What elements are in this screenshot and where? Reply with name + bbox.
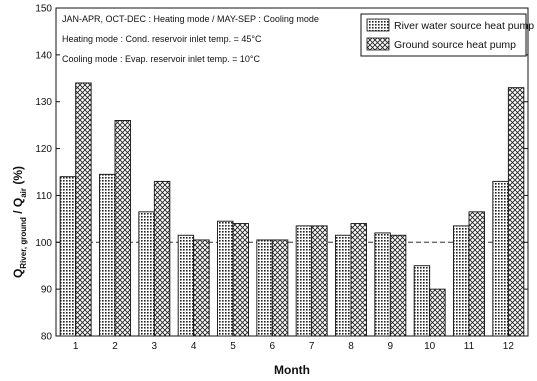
bar-river-water [217,220,234,337]
bar-river-water [99,173,116,337]
x-tick-label: 8 [348,341,354,352]
legend-label-ground: Ground source heat pump [394,39,516,51]
bar-ground-source [232,223,249,337]
x-tick-label: 10 [424,341,436,352]
y-tick-label: 130 [35,97,52,108]
x-axis-title: Month [274,363,310,377]
bar-ground-source [350,223,367,337]
annotation-block: JAN-APR, OCT-DEC : Heating mode / MAY-SE… [62,14,319,64]
bar-ground-source [193,239,210,337]
bar-ground-source [429,288,446,337]
bar-river-water [59,176,77,337]
x-tick-label: 6 [270,341,276,352]
bar-ground-source [311,225,328,337]
y-axis-title: QRiver, ground / Qair (%) [11,166,28,278]
y-tick-label: 110 [36,191,52,202]
plot-frame [55,7,529,337]
x-tick-label: 5 [230,341,236,352]
legend-swatch-river [366,18,390,32]
bar-river-water [295,225,313,337]
x-tick-label: 4 [191,341,197,352]
x-tick-label: 12 [503,341,515,352]
y-title-q2: Q [11,198,25,207]
annotation-cooling-mode: Cooling mode : Evap. reservoir inlet tem… [62,54,260,64]
x-tick-label: 2 [112,341,118,352]
y-title-q1: Q [11,269,25,278]
bar-ground-source [114,120,131,337]
bar-river-water [335,234,352,337]
y-tick-label: 90 [41,285,53,296]
y-tick-label: 140 [35,50,52,61]
y-tick-label: 100 [35,238,52,249]
bars-group [59,82,525,337]
legend-swatch-ground [366,37,390,51]
y-tick-label: 150 [35,4,52,15]
bar-ground-source [271,239,289,337]
bar-ground-source [153,180,171,337]
annotation-mode-schedule: JAN-APR, OCT-DEC : Heating mode / MAY-SE… [62,14,319,24]
bar-ground-source [468,211,485,337]
x-tick-label: 9 [388,341,394,352]
x-axis-ticks: 1 2 3 4 5 6 7 8 9 10 11 12 [73,332,514,352]
bar-river-water [256,239,273,337]
y-title-sub2: air [19,188,28,198]
x-tick-label: 3 [152,341,158,352]
bar-river-water [492,180,509,337]
y-tick-label: 80 [41,332,53,343]
bar-river-water [138,211,155,337]
y-title-unit: (%) [11,166,25,188]
bar-river-water [177,234,195,337]
y-axis-ticks: 80 90 100 110 120 130 140 150 [35,4,528,343]
x-tick-label: 11 [464,341,475,352]
x-tick-label: 7 [309,341,315,352]
bar-ground-source [75,82,92,337]
bar-ground-source [389,234,407,337]
bar-ground-source [507,87,525,337]
bar-river-water [374,232,391,337]
bar-river-water [413,265,431,337]
y-title-slash: / [11,207,25,217]
bar-river-water [453,225,470,337]
y-title-sub1: River, ground [19,217,28,269]
legend: River water source heat pump Ground sour… [360,13,534,57]
y-tick-label: 120 [35,144,52,155]
legend-label-river: River water source heat pump [394,20,534,32]
x-tick-label: 1 [73,341,79,352]
annotation-heating-mode: Heating mode : Cond. reservoir inlet tem… [62,34,262,44]
